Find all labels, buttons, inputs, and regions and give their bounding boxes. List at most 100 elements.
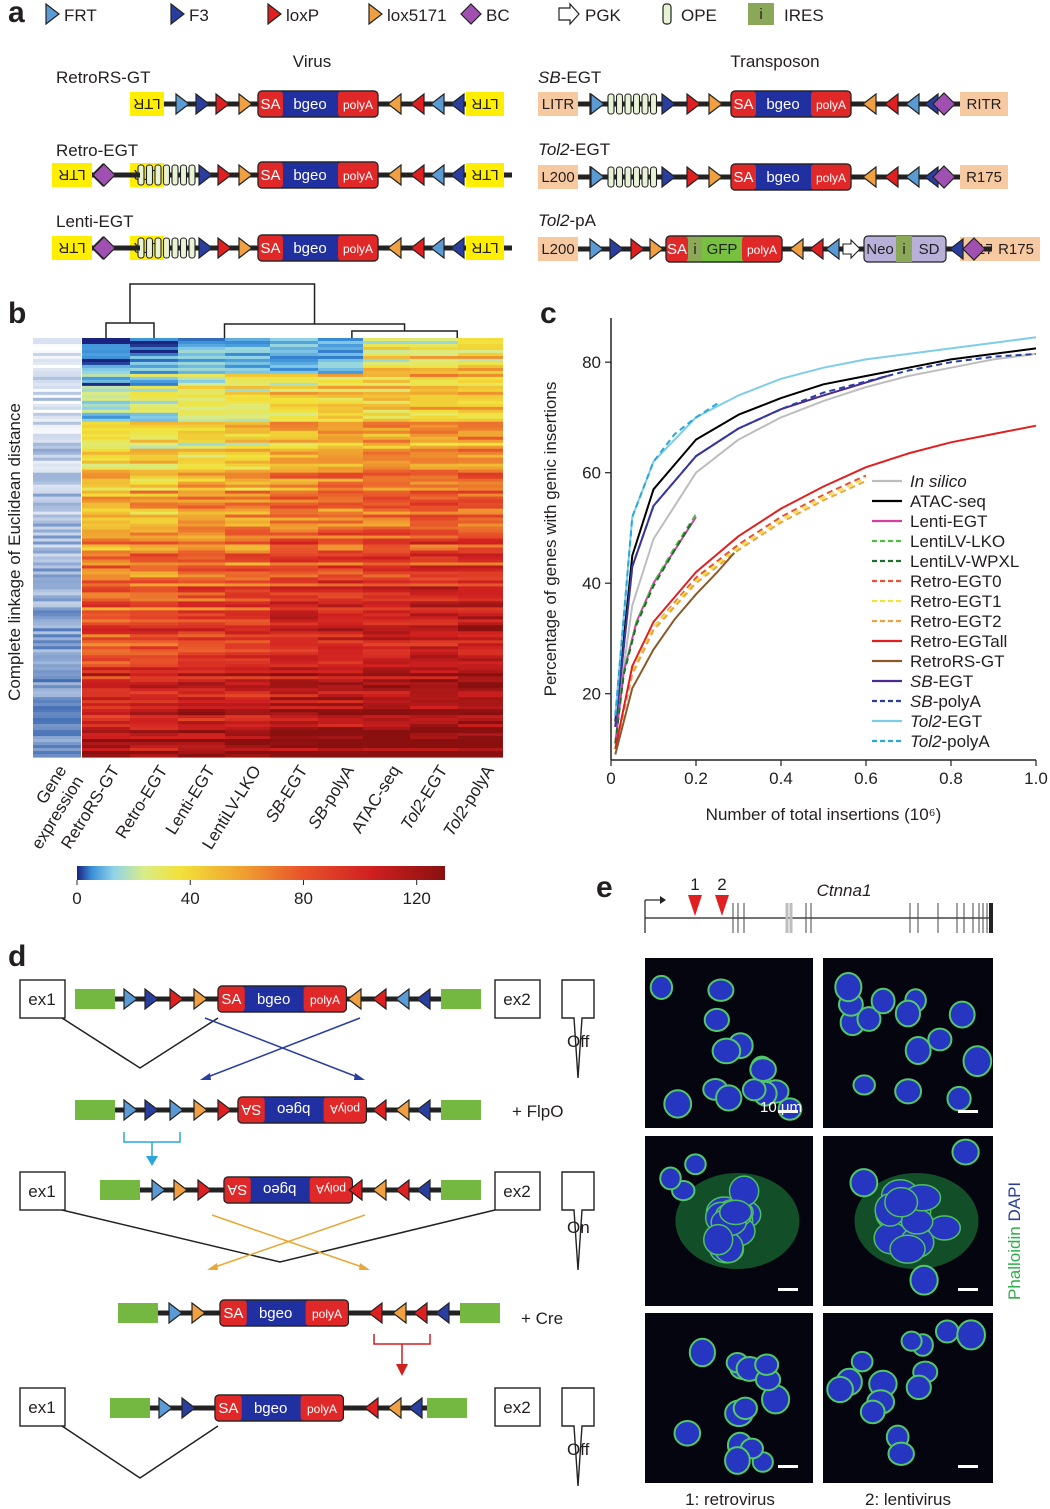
heatmap-cell — [130, 547, 178, 552]
heatmap-cell — [458, 361, 503, 366]
heatmap-cell — [225, 338, 270, 342]
heatmap-cell — [410, 559, 458, 564]
heatmap-cell — [318, 355, 363, 360]
heatmap-cell — [82, 727, 130, 731]
heatmap-cell — [410, 358, 458, 363]
heatmap-cell — [225, 340, 270, 345]
micrograph-4 — [823, 1136, 993, 1306]
heatmap-cell — [318, 448, 363, 453]
heatmap-cell — [178, 634, 225, 638]
series-line-in-silico — [614, 352, 1037, 728]
heatmap-cell — [318, 598, 363, 602]
exon-label: ex1 — [28, 990, 55, 1009]
heatmap-cell — [225, 517, 270, 522]
heatmap-cell — [458, 349, 503, 354]
site-triangle — [368, 1301, 383, 1325]
heatmap-cell — [363, 688, 410, 692]
l200-box — [538, 237, 578, 261]
heatmap-cell — [178, 745, 225, 749]
heatmap-cell — [363, 748, 410, 752]
heatmap-cell — [363, 439, 410, 444]
heatmap-cell — [363, 562, 410, 567]
heatmap-cell — [363, 382, 410, 387]
heatmap-cell — [130, 526, 178, 531]
heatmap-cell — [458, 517, 503, 522]
heatmap-cell — [270, 601, 318, 605]
site-triangle — [430, 92, 445, 116]
terminal-label: LTR — [471, 95, 498, 112]
heatmap-cell — [363, 448, 410, 453]
heatmap-cell — [270, 427, 318, 432]
heatmap-cell — [130, 619, 178, 623]
heatmap-cell — [363, 586, 410, 590]
heatmap-cell — [363, 352, 410, 357]
heatmap-cell — [270, 754, 318, 758]
heatmap-cell — [33, 568, 81, 573]
heatmap-cell — [225, 424, 270, 429]
ope-element — [162, 237, 171, 259]
site-triangle — [193, 987, 208, 1011]
heatmap-cell — [130, 562, 178, 567]
heatmap-cell — [225, 745, 270, 749]
ope-element — [641, 93, 649, 115]
heatmap-cell — [363, 385, 410, 390]
heatmap-cell — [33, 601, 81, 605]
heatmap-cell — [130, 592, 178, 596]
transposon-construct-2: L200R175SAiGFPpolyANeoiSD — [538, 235, 1040, 263]
heatmap-cell — [363, 343, 410, 348]
heatmap-cell — [33, 751, 81, 755]
heatmap-cell — [363, 667, 410, 671]
cell — [887, 1441, 915, 1466]
heatmap-cell — [410, 643, 458, 647]
insertion-site-2 — [715, 895, 729, 916]
heatmap-cell — [82, 541, 130, 546]
heatmap-cell — [458, 493, 503, 498]
cassette-outline — [257, 90, 379, 118]
heatmap-cell — [410, 385, 458, 390]
heatmap-cell — [410, 352, 458, 357]
heatmap-cell — [270, 418, 318, 423]
colorbar-tick-label: 40 — [181, 889, 200, 908]
heatmap-cell — [458, 652, 503, 656]
heatmap-cell — [178, 679, 225, 683]
legend-label: loxP — [286, 6, 319, 25]
splice-block — [118, 1303, 158, 1323]
virus-bc-1: LTR LTR — [52, 236, 504, 260]
heatmap-cell — [410, 730, 458, 734]
heatmap-cell — [318, 691, 363, 695]
heatmap-cell — [270, 373, 318, 378]
tol2-pa-ends: L200 R175 — [538, 237, 1040, 261]
heatmap-cell — [225, 349, 270, 354]
plain-part: -EGT — [414, 762, 452, 807]
legend-entry: Retro-EGT2 — [910, 612, 1002, 631]
heatmap-cell — [410, 586, 458, 590]
heatmap-cell — [33, 694, 81, 698]
heatmap-cell — [225, 724, 270, 728]
heatmap-cell — [270, 661, 318, 665]
cassette-label: polyA — [343, 98, 373, 112]
heatmap-cell — [363, 619, 410, 623]
cassette-label: bgeo — [259, 1305, 292, 1322]
heatmap-cell — [458, 460, 503, 465]
heatmap-cell — [82, 730, 130, 734]
heatmap-cell — [130, 454, 178, 459]
heatmap-cell — [33, 727, 81, 731]
heatmap-cell — [130, 670, 178, 674]
heatmap-cell — [363, 460, 410, 465]
heatmap-cell — [33, 370, 81, 375]
terminal-box — [960, 165, 1008, 189]
heatmap-cell — [178, 628, 225, 632]
heatmap-cell — [270, 559, 318, 564]
heatmap-cell — [178, 454, 225, 459]
heatmap-cell — [270, 484, 318, 489]
heatmap-cell — [225, 376, 270, 381]
cell — [749, 1057, 777, 1082]
heatmap-cell — [318, 622, 363, 626]
heatmap-cell — [225, 550, 270, 555]
site-triangle — [238, 92, 253, 116]
cell — [715, 1084, 743, 1112]
heatmap-cell — [318, 358, 363, 363]
heatmap-cell — [363, 655, 410, 659]
heatmap-cell — [82, 607, 130, 611]
